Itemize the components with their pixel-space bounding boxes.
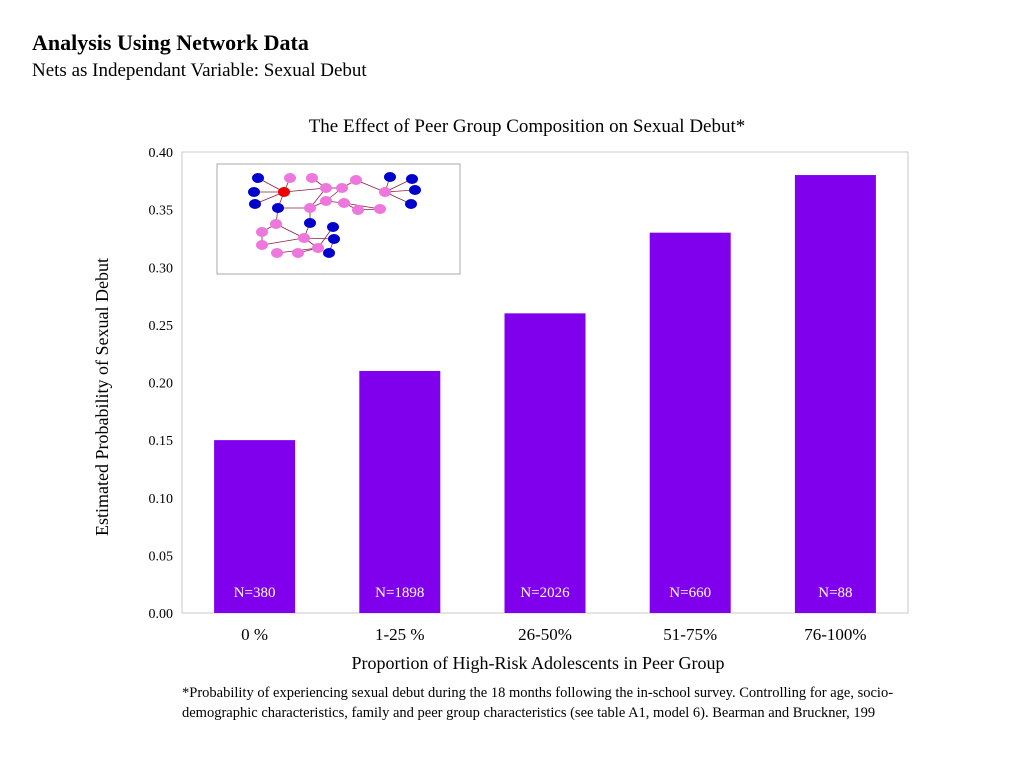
y-tick-label: 0.10 bbox=[149, 492, 174, 507]
footnote: *Probability of experiencing sexual debu… bbox=[182, 685, 894, 721]
bar bbox=[794, 175, 876, 614]
y-axis-label: Estimated Probability of Sexual Debut bbox=[92, 258, 112, 536]
network-node bbox=[252, 173, 264, 183]
network-node bbox=[256, 240, 268, 250]
network-node bbox=[352, 205, 364, 215]
network-node bbox=[350, 175, 362, 185]
x-tick-label: 1-25 % bbox=[375, 625, 425, 644]
network-node bbox=[256, 227, 268, 237]
network-node bbox=[405, 199, 417, 209]
network-node bbox=[248, 187, 260, 197]
x-tick-label: 76-100% bbox=[804, 625, 866, 644]
x-axis-label: Proportion of High-Risk Adolescents in P… bbox=[352, 653, 725, 673]
bar bbox=[214, 440, 296, 613]
bar bbox=[649, 232, 731, 614]
x-tick-label: 26-50% bbox=[518, 625, 572, 644]
y-tick-label: 0.15 bbox=[149, 434, 174, 449]
y-tick-label: 0.20 bbox=[149, 377, 174, 392]
x-axis: 0 % 1-25 % 26-50% 51-75% 76-100% bbox=[241, 625, 866, 644]
bars: N=380 N=1898 N=2026 N=660 N=88 bbox=[214, 175, 876, 614]
network-node bbox=[320, 196, 332, 206]
network-node bbox=[336, 183, 348, 193]
y-tick-label: 0.25 bbox=[149, 319, 174, 334]
bar-n-label: N=1898 bbox=[375, 585, 424, 601]
network-node bbox=[409, 185, 421, 195]
network-node bbox=[306, 173, 318, 183]
bar-n-label: N=380 bbox=[234, 585, 276, 601]
network-node bbox=[328, 234, 340, 244]
network-node bbox=[270, 219, 282, 229]
network-node bbox=[320, 183, 332, 193]
x-tick-label: 51-75% bbox=[663, 625, 717, 644]
network-node bbox=[304, 218, 316, 228]
y-tick-label: 0.30 bbox=[149, 261, 174, 276]
network-node bbox=[304, 203, 316, 213]
slide-subtitle: Nets as Independant Variable: Sexual Deb… bbox=[32, 60, 367, 81]
network-node bbox=[312, 243, 324, 253]
network-node bbox=[406, 174, 418, 184]
network-node bbox=[249, 199, 261, 209]
bar-n-label: N=2026 bbox=[520, 585, 570, 601]
y-axis: 0.00 0.05 0.10 0.15 0.20 0.25 0.30 0.35 0.40 bbox=[149, 146, 174, 622]
bar bbox=[359, 370, 441, 613]
network-node bbox=[323, 248, 335, 258]
network-node bbox=[384, 172, 396, 182]
bar-n-label: N=660 bbox=[669, 585, 711, 601]
network-node bbox=[327, 222, 339, 232]
network-node bbox=[374, 204, 386, 214]
network-node bbox=[272, 203, 284, 213]
y-tick-label: 0.00 bbox=[149, 607, 174, 622]
bar-n-label: N=88 bbox=[818, 585, 852, 601]
network-node bbox=[271, 248, 283, 258]
network-node bbox=[278, 187, 290, 197]
chart-title: The Effect of Peer Group Composition on … bbox=[308, 116, 746, 137]
y-tick-label: 0.40 bbox=[149, 146, 174, 161]
network-node bbox=[292, 248, 304, 258]
network-node bbox=[298, 233, 310, 243]
network-node bbox=[284, 173, 296, 183]
network-diagram-inset bbox=[216, 163, 461, 275]
network-node bbox=[379, 187, 391, 197]
y-tick-label: 0.05 bbox=[149, 549, 174, 564]
x-tick-label: 0 % bbox=[241, 625, 268, 644]
y-tick-label: 0.35 bbox=[149, 204, 174, 219]
bar bbox=[504, 313, 586, 613]
network-node bbox=[338, 198, 350, 208]
slide-title: Analysis Using Network Data bbox=[32, 30, 309, 55]
